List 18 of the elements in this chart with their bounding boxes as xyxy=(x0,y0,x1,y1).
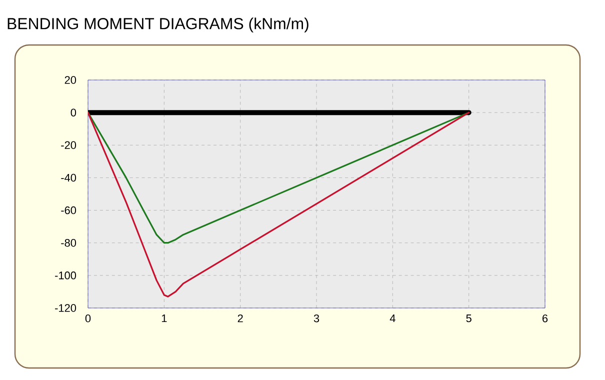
x-tick-label: 3 xyxy=(314,314,320,322)
y-tick-label: -120 xyxy=(55,304,76,312)
x-tick-label: 4 xyxy=(390,314,396,322)
y-tick-label: -40 xyxy=(61,174,76,182)
x-tick-label: 2 xyxy=(238,314,243,322)
line-series xyxy=(88,112,470,298)
line-series xyxy=(88,112,470,244)
y-tick-label: 0 xyxy=(70,108,76,116)
y-tick-label: -80 xyxy=(61,238,76,247)
x-tick-label: 5 xyxy=(466,314,472,322)
x-tick-label: 6 xyxy=(542,314,548,322)
y-tick-label: -100 xyxy=(55,272,76,280)
x-tick-label: 1 xyxy=(162,314,167,322)
x-tick-label: 0 xyxy=(85,314,91,322)
chart-title: BENDING MOMENT DIAGRAMS (kNm/m) xyxy=(8,18,308,32)
y-tick-label: -20 xyxy=(61,141,76,150)
y-tick-label: 20 xyxy=(64,76,76,84)
y-tick-label: -60 xyxy=(61,206,76,214)
